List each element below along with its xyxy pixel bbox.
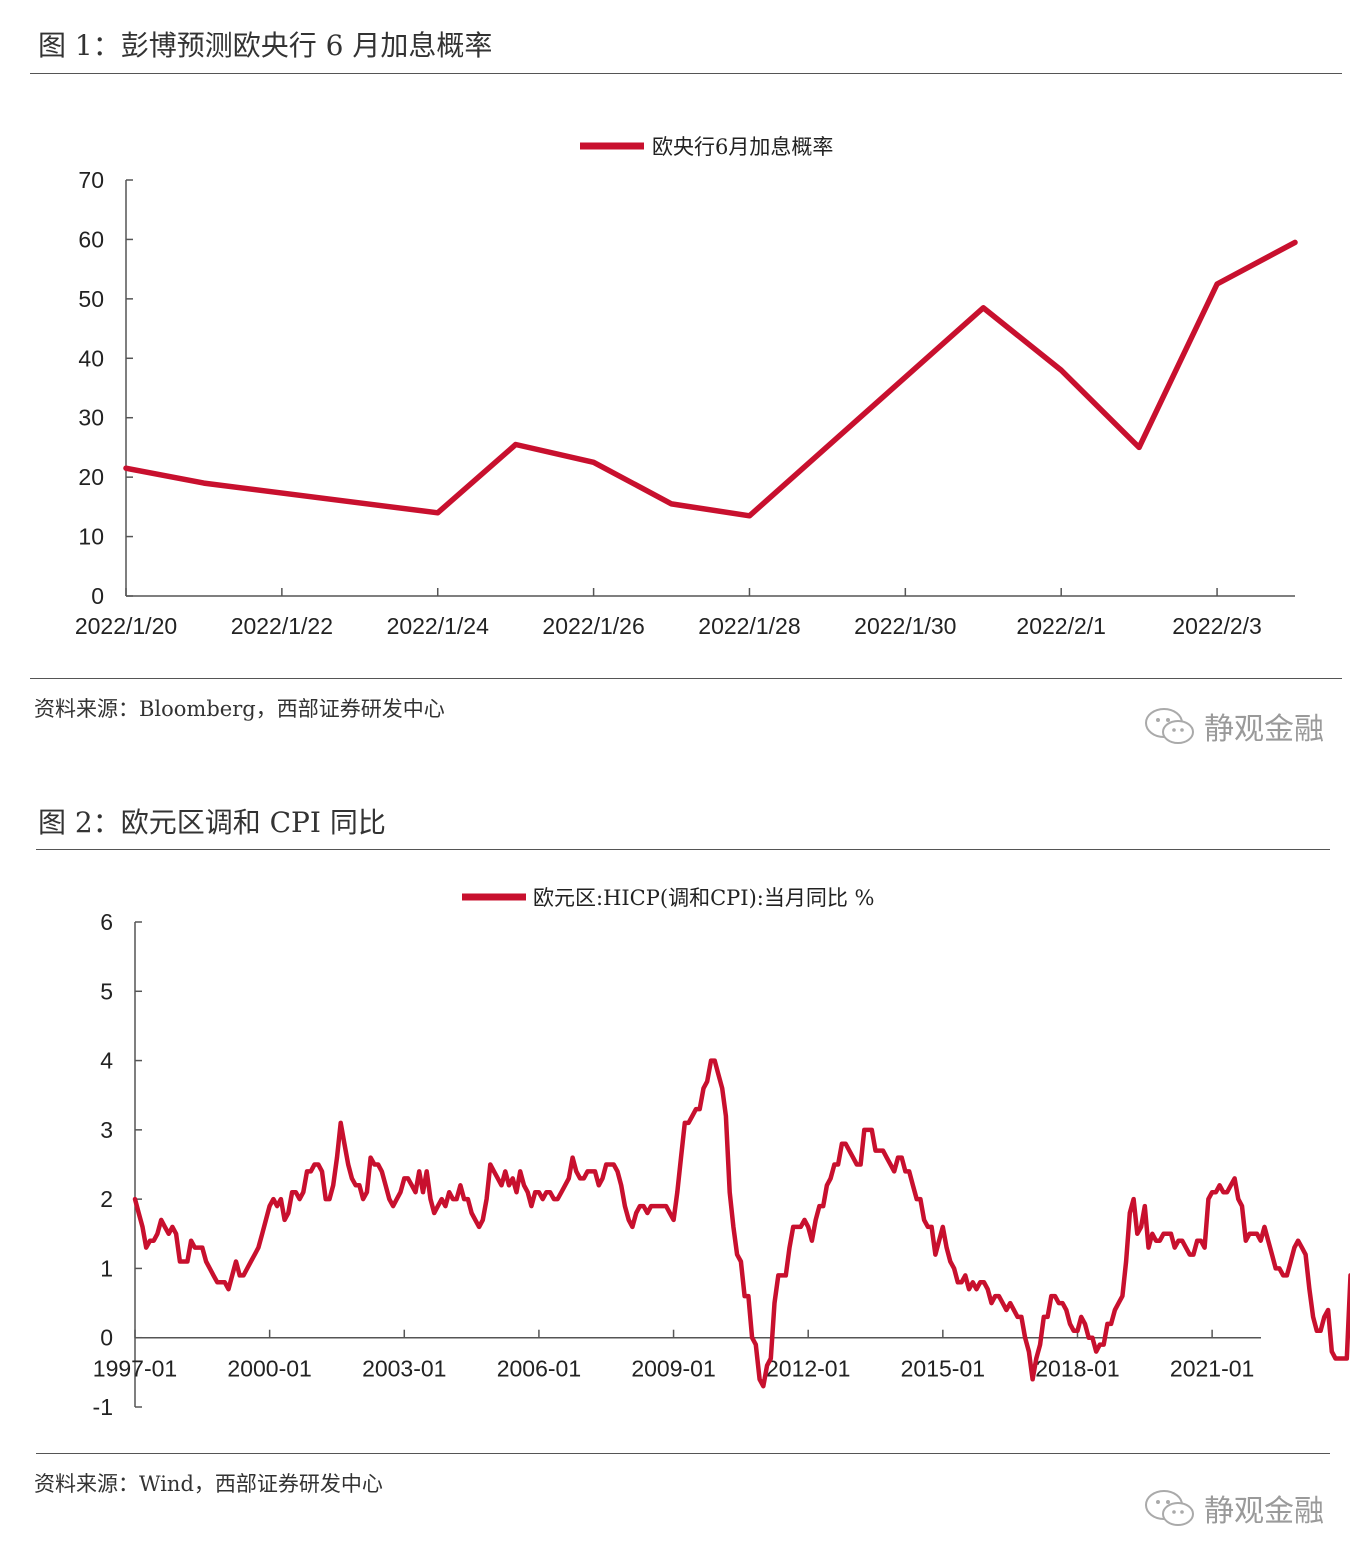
y-tick-label: 5 <box>100 978 113 1004</box>
y-tick-label: 3 <box>100 1117 113 1143</box>
x-tick-label: 2022/1/30 <box>854 613 956 639</box>
y-tick-label: 1 <box>100 1255 113 1281</box>
figure-2-bottom-rule <box>36 1453 1330 1454</box>
series-line-ecb-hike-probability <box>123 239 1298 519</box>
x-tick-label: 2003-01 <box>362 1356 446 1382</box>
x-tick-label: 1997-01 <box>93 1356 177 1382</box>
figure-1-top-rule <box>30 73 1342 74</box>
y-tick-label: 6 <box>100 909 113 935</box>
x-tick-label: 2012-01 <box>766 1356 850 1382</box>
y-tick-label: 50 <box>78 286 104 312</box>
chart-euro-hicp-yoy: 欧元区:HICP(调和CPI):当月同比 % -1 0 1 2 3 4 5 6 1997-01 2… <box>93 886 1350 1420</box>
x-tick-label: 2018-01 <box>1035 1356 1119 1382</box>
chart-2-legend: 欧元区:HICP(调和CPI):当月同比 % <box>462 886 874 910</box>
chart-1-legend: 欧央行6月加息概率 <box>580 135 833 159</box>
y-tick-label: 4 <box>100 1048 113 1074</box>
chart-1-series <box>123 239 1298 519</box>
x-tick-label: 2022/2/3 <box>1172 613 1262 639</box>
watermark-text: 静观金融 <box>1204 712 1324 747</box>
chart-ecb-hike-probability: 欧央行6月加息概率 0 10 20 30 40 50 60 70 2022/1/20 2022/1… <box>75 135 1298 639</box>
x-tick-label: 2000-01 <box>227 1356 311 1382</box>
y-tick-label: 70 <box>78 167 104 193</box>
y-tick-label: 0 <box>100 1325 113 1351</box>
chart-1-axes: 0 10 20 30 40 50 60 70 2022/1/20 2022/1/22 2022/1/… <box>75 167 1295 639</box>
x-tick-label: 2022/1/22 <box>231 613 333 639</box>
y-tick-label: 20 <box>78 464 104 490</box>
x-tick-label: 2022/1/26 <box>542 613 644 639</box>
wechat-icon <box>1145 708 1194 744</box>
x-tick-label: 2009-01 <box>631 1356 715 1382</box>
y-tick-label: -1 <box>93 1394 113 1420</box>
legend-label: 欧元区:HICP(调和CPI):当月同比 % <box>533 886 874 910</box>
figure-2-source: 资料来源：Wind，西部证券研发中心 <box>34 1472 383 1496</box>
y-tick-label: 10 <box>78 524 104 550</box>
chart-2-series <box>132 1058 1350 1389</box>
figure-1-watermark: 静观金融 <box>1142 704 1324 748</box>
y-tick-label: 0 <box>91 583 104 609</box>
x-tick-label: 2022/1/20 <box>75 613 177 639</box>
figure-2-watermark: 静观金融 <box>1142 1486 1324 1530</box>
x-tick-label: 2022/2/1 <box>1016 613 1106 639</box>
watermark-text: 静观金融 <box>1204 1494 1324 1529</box>
y-tick-label: 30 <box>78 405 104 431</box>
x-tick-label: 2021-01 <box>1170 1356 1254 1382</box>
figure-1-bottom-rule <box>30 678 1342 679</box>
figure-2-title: 图 2：欧元区调和 CPI 同比 <box>38 806 386 839</box>
y-tick-label: 60 <box>78 226 104 252</box>
y-tick-label: 40 <box>78 345 104 371</box>
figure-1-title: 图 1：彭博预测欧央行 6 月加息概率 <box>38 29 493 62</box>
x-tick-label: 2006-01 <box>497 1356 581 1382</box>
series-line-euro-hicp-yoy <box>132 1058 1350 1389</box>
chart-2-axes: -1 0 1 2 3 4 5 6 1997-01 2000-01 2003-01 2006-01 200… <box>93 909 1261 1420</box>
y-tick-label: 2 <box>100 1186 113 1212</box>
x-tick-label: 2022/1/24 <box>387 613 490 639</box>
figure-2-top-rule <box>36 849 1330 850</box>
x-tick-label: 2022/1/28 <box>698 613 800 639</box>
wechat-icon <box>1145 1490 1194 1526</box>
x-tick-label: 2015-01 <box>901 1356 985 1382</box>
legend-label: 欧央行6月加息概率 <box>652 135 833 159</box>
figure-1-source: 资料来源：Bloomberg，西部证券研发中心 <box>34 697 445 721</box>
